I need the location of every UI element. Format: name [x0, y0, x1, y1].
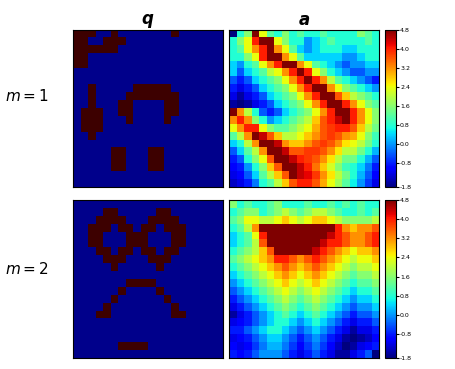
Text: $m = 1$: $m = 1$: [5, 88, 48, 104]
Title: $\boldsymbol{a}$: $\boldsymbol{a}$: [298, 11, 310, 30]
Text: $m = 2$: $m = 2$: [5, 261, 48, 277]
Title: $\boldsymbol{q}$: $\boldsymbol{q}$: [141, 11, 155, 30]
